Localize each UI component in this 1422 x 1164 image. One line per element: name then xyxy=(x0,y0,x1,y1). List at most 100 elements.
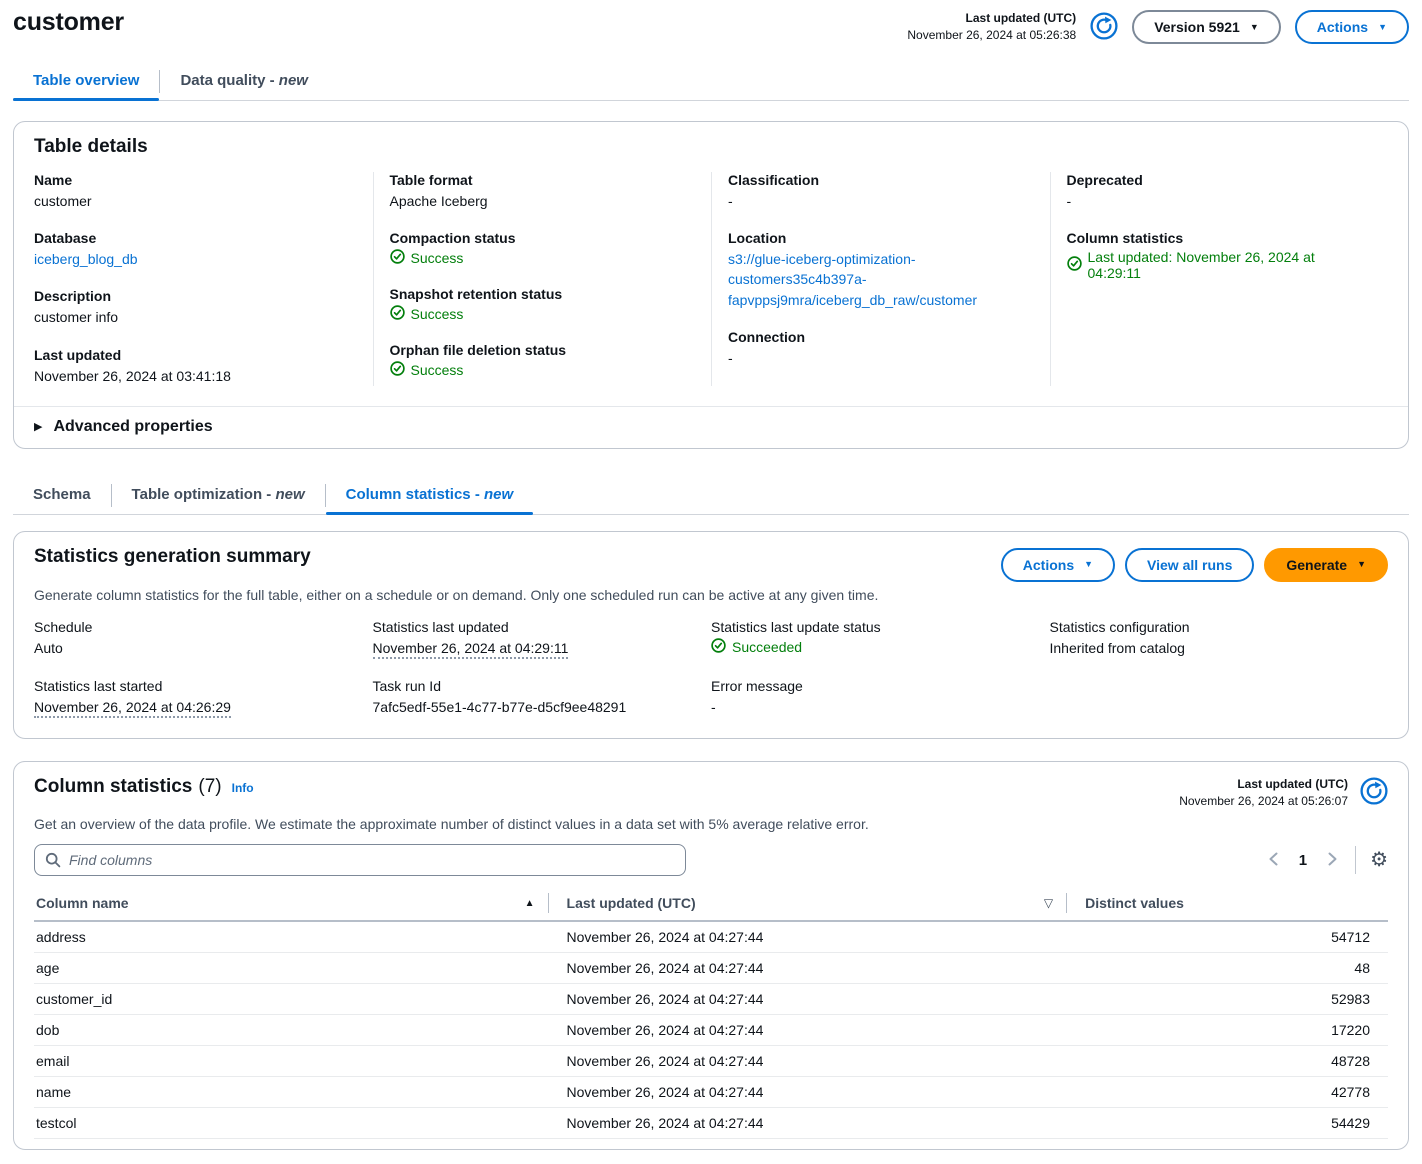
cell-last-updated: November 26, 2024 at 04:27:44 xyxy=(548,1076,1068,1109)
tab-schema[interactable]: Schema xyxy=(13,477,111,514)
tab-table-optimization[interactable]: Table optimization - new xyxy=(112,477,325,514)
location-label: Location xyxy=(728,230,787,247)
info-link[interactable]: Info xyxy=(231,780,254,795)
success-check-icon xyxy=(389,249,405,267)
next-page-button[interactable] xyxy=(1323,849,1341,872)
version-dropdown[interactable]: Version 5921 ▼ xyxy=(1132,10,1281,45)
name-label: Name xyxy=(34,171,73,188)
status-badge: Succeeded xyxy=(732,638,803,655)
column-header-distinct-values[interactable]: Distinct values xyxy=(1067,886,1388,923)
table-row[interactable]: age November 26, 2024 at 04:27:44 48 xyxy=(34,952,1388,985)
snapshot-retention-label: Snapshot retention status xyxy=(389,286,563,303)
tab-separator xyxy=(324,483,326,507)
last-updated-label: Last updated (UTC) xyxy=(1237,776,1348,791)
advanced-properties-expander[interactable]: ▶ Advanced properties xyxy=(14,405,1408,448)
connection-label: Connection xyxy=(728,328,805,345)
description-label: Description xyxy=(34,288,112,305)
cell-distinct-values: 52983 xyxy=(1067,983,1388,1016)
table-row[interactable]: dob November 26, 2024 at 04:27:44 17220 xyxy=(34,1014,1388,1047)
classification-value: - xyxy=(728,192,733,209)
success-check-icon xyxy=(389,305,405,323)
actions-dropdown-label: Actions xyxy=(1022,556,1075,573)
schedule-value: Auto xyxy=(34,639,63,656)
success-check-icon xyxy=(1066,256,1082,274)
table-row[interactable]: testcol November 26, 2024 at 04:27:44 54… xyxy=(34,1107,1388,1140)
column-header-label: Column name xyxy=(36,895,129,912)
tab-table-overview[interactable]: Table overview xyxy=(13,63,160,101)
tab-column-statistics[interactable]: Column statistics - new xyxy=(325,477,534,515)
search-input[interactable] xyxy=(34,844,686,877)
cs-description: Get an overview of the data profile. We … xyxy=(34,816,869,833)
database-link[interactable]: iceberg_blog_db xyxy=(34,251,138,268)
tab-separator xyxy=(110,483,112,507)
cell-last-updated: November 26, 2024 at 04:27:44 xyxy=(548,983,1068,1016)
orphan-deletion-status: Success xyxy=(389,361,463,379)
secondary-tabs: Schema Table optimization - new Column s… xyxy=(13,477,1409,515)
cell-last-updated: November 26, 2024 at 04:27:44 xyxy=(548,1014,1068,1047)
column-statistics-table: Column name ▲ Last updated (UTC) ▽ xyxy=(34,886,1388,1140)
database-label: Database xyxy=(34,230,97,247)
previous-page-button[interactable] xyxy=(1265,849,1283,872)
cell-last-updated: November 26, 2024 at 04:27:44 xyxy=(548,1045,1068,1078)
stats-last-updated-value: November 26, 2024 at 04:29:11 xyxy=(372,639,569,659)
new-badge: new xyxy=(278,71,308,89)
table-row[interactable]: customer_id November 26, 2024 at 04:27:4… xyxy=(34,983,1388,1016)
chevron-down-icon: ▼ xyxy=(1084,559,1094,570)
details-column-3: Classification - Location s3://glue-iceb… xyxy=(711,171,1050,386)
summary-actions: Actions ▼ View all runs Generate ▼ xyxy=(1000,546,1388,582)
refresh-button[interactable] xyxy=(1090,12,1118,43)
version-dropdown-label: Version 5921 xyxy=(1154,19,1240,36)
chevron-down-icon: ▼ xyxy=(1357,559,1366,570)
column-header-name[interactable]: Column name ▲ xyxy=(34,886,549,923)
cell-column-name: dob xyxy=(34,1014,549,1047)
chevron-down-icon: ▼ xyxy=(1378,21,1387,32)
task-run-id-label: Task run Id xyxy=(372,678,441,695)
header-controls: Last updated (UTC) November 26, 2024 at … xyxy=(907,8,1409,45)
page-header: customer Last updated (UTC) November 26,… xyxy=(13,8,1409,45)
generate-label: Generate xyxy=(1286,556,1348,573)
page-title: customer xyxy=(13,8,124,36)
generate-dropdown[interactable]: Generate ▼ xyxy=(1264,547,1388,582)
cell-distinct-values: 54429 xyxy=(1067,1107,1388,1140)
toolbar-divider xyxy=(1355,846,1357,875)
tab-label: Data quality - xyxy=(180,71,279,89)
cs-last-updated: Last updated (UTC) November 26, 2024 at … xyxy=(1179,776,1348,811)
snapshot-retention-status: Success xyxy=(389,305,463,323)
stats-configuration-label: Statistics configuration xyxy=(1049,618,1190,635)
cell-distinct-values: 42778 xyxy=(1067,1076,1388,1109)
advanced-properties-label: Advanced properties xyxy=(53,417,213,435)
header-last-updated: Last updated (UTC) November 26, 2024 at … xyxy=(907,10,1076,45)
cell-distinct-values: 48 xyxy=(1067,952,1388,985)
cell-column-name: email xyxy=(34,1045,549,1078)
table-row[interactable]: address November 26, 2024 at 04:27:44 54… xyxy=(34,921,1388,954)
column-count: (7) xyxy=(198,775,222,797)
statistics-summary-panel: Statistics generation summary Actions ▼ … xyxy=(13,530,1409,739)
view-all-runs-button[interactable]: View all runs xyxy=(1125,547,1255,582)
view-all-runs-label: View all runs xyxy=(1147,556,1233,573)
summary-description: Generate column statistics for the full … xyxy=(34,586,879,603)
actions-dropdown[interactable]: Actions ▼ xyxy=(1294,10,1409,45)
summary-actions-dropdown[interactable]: Actions ▼ xyxy=(1000,547,1116,582)
success-check-icon xyxy=(711,638,726,656)
location-link[interactable]: s3://glue-iceberg-optimization-customers… xyxy=(728,251,978,308)
actions-dropdown-label: Actions xyxy=(1316,19,1369,36)
table-row[interactable]: email November 26, 2024 at 04:27:44 4872… xyxy=(34,1045,1388,1078)
error-message-label: Error message xyxy=(711,678,803,695)
gear-icon[interactable]: ⚙ xyxy=(1370,849,1388,872)
stats-configuration-value: Inherited from catalog xyxy=(1049,639,1185,656)
tab-label: Schema xyxy=(33,485,91,503)
details-column-1: Name customer Database iceberg_blog_db D… xyxy=(34,172,373,386)
tab-label: Table optimization - xyxy=(131,485,276,503)
name-value: customer xyxy=(34,192,92,209)
cell-column-name: address xyxy=(34,921,549,954)
table-row[interactable]: name November 26, 2024 at 04:27:44 42778 xyxy=(34,1076,1388,1109)
stats-last-started-label: Statistics last started xyxy=(34,678,163,695)
cs-refresh-button[interactable] xyxy=(1360,777,1388,808)
cell-column-name: customer_id xyxy=(34,983,549,1016)
tab-data-quality[interactable]: Data quality - new xyxy=(160,63,328,100)
refresh-icon xyxy=(1090,12,1118,43)
cell-last-updated: November 26, 2024 at 04:27:44 xyxy=(548,921,1068,954)
connection-value: - xyxy=(728,349,733,366)
column-header-last-updated[interactable]: Last updated (UTC) ▽ xyxy=(548,886,1068,923)
refresh-icon xyxy=(1360,777,1388,808)
